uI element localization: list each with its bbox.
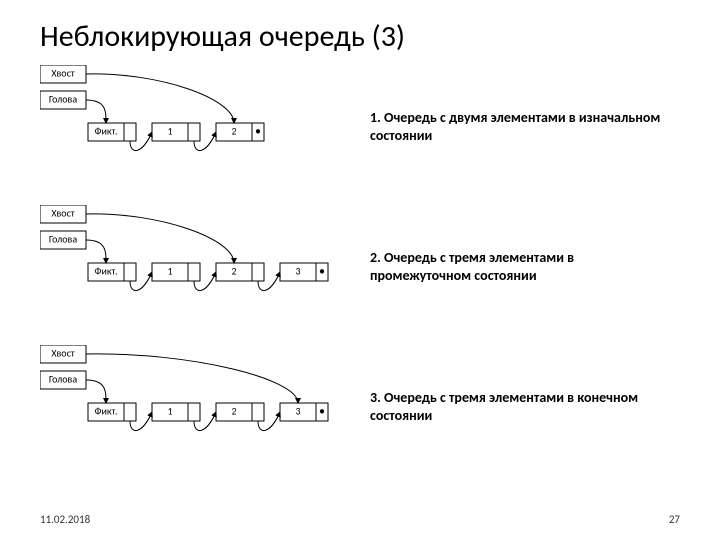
svg-text:•: • <box>255 125 261 139</box>
caption-3: 3. Очередь с тремя элементами в конечном… <box>370 389 670 424</box>
svg-text:1: 1 <box>167 264 172 277</box>
svg-text:Хвост: Хвост <box>51 346 74 359</box>
diagram-row-1: Хвост Голова Фикт. 1 2 • 1. Очередь с двумя э… <box>40 65 680 205</box>
caption-1: 1. Очередь с двумя элементами в изначаль… <box>370 109 670 144</box>
slide-title: Неблокирующая очередь (3) <box>40 18 680 55</box>
queue-diagram-1: Хвост Голова Фикт. 1 2 • <box>40 65 360 165</box>
svg-text:Голова: Голова <box>49 372 77 385</box>
svg-text:Голова: Голова <box>49 232 77 245</box>
caption-2: 2. Очередь с тремя элементами в промежут… <box>370 249 670 284</box>
footer-page: 27 <box>669 513 680 526</box>
svg-text:3: 3 <box>295 404 300 417</box>
svg-text:2: 2 <box>231 124 236 137</box>
svg-text:2: 2 <box>231 264 236 277</box>
svg-text:Голова: Голова <box>49 92 77 105</box>
svg-text:•: • <box>319 265 325 279</box>
svg-text:Фикт.: Фикт. <box>95 124 118 137</box>
footer-date: 11.02.2018 <box>40 513 90 526</box>
queue-diagram-3: Хвост Голова Фикт. 1 2 3 • <box>40 345 360 445</box>
queue-diagram-2: Хвост Голова Фикт. 1 2 3 • <box>40 205 360 305</box>
diagram-row-3: Хвост Голова Фикт. 1 2 3 • 3. Очередь с тремя … <box>40 345 680 485</box>
svg-text:•: • <box>319 405 325 419</box>
svg-text:1: 1 <box>167 404 172 417</box>
svg-text:1: 1 <box>167 124 172 137</box>
slide: Неблокирующая очередь (3) Хвост Голова Фик… <box>0 0 720 540</box>
svg-text:Хвост: Хвост <box>51 66 74 79</box>
svg-text:Фикт.: Фикт. <box>95 404 118 417</box>
svg-text:3: 3 <box>295 264 300 277</box>
diagram-row-2: Хвост Голова Фикт. 1 2 3 • 2. Очередь с тремя … <box>40 205 680 345</box>
svg-text:Фикт.: Фикт. <box>95 264 118 277</box>
svg-text:2: 2 <box>231 404 236 417</box>
svg-text:Хвост: Хвост <box>51 206 74 219</box>
